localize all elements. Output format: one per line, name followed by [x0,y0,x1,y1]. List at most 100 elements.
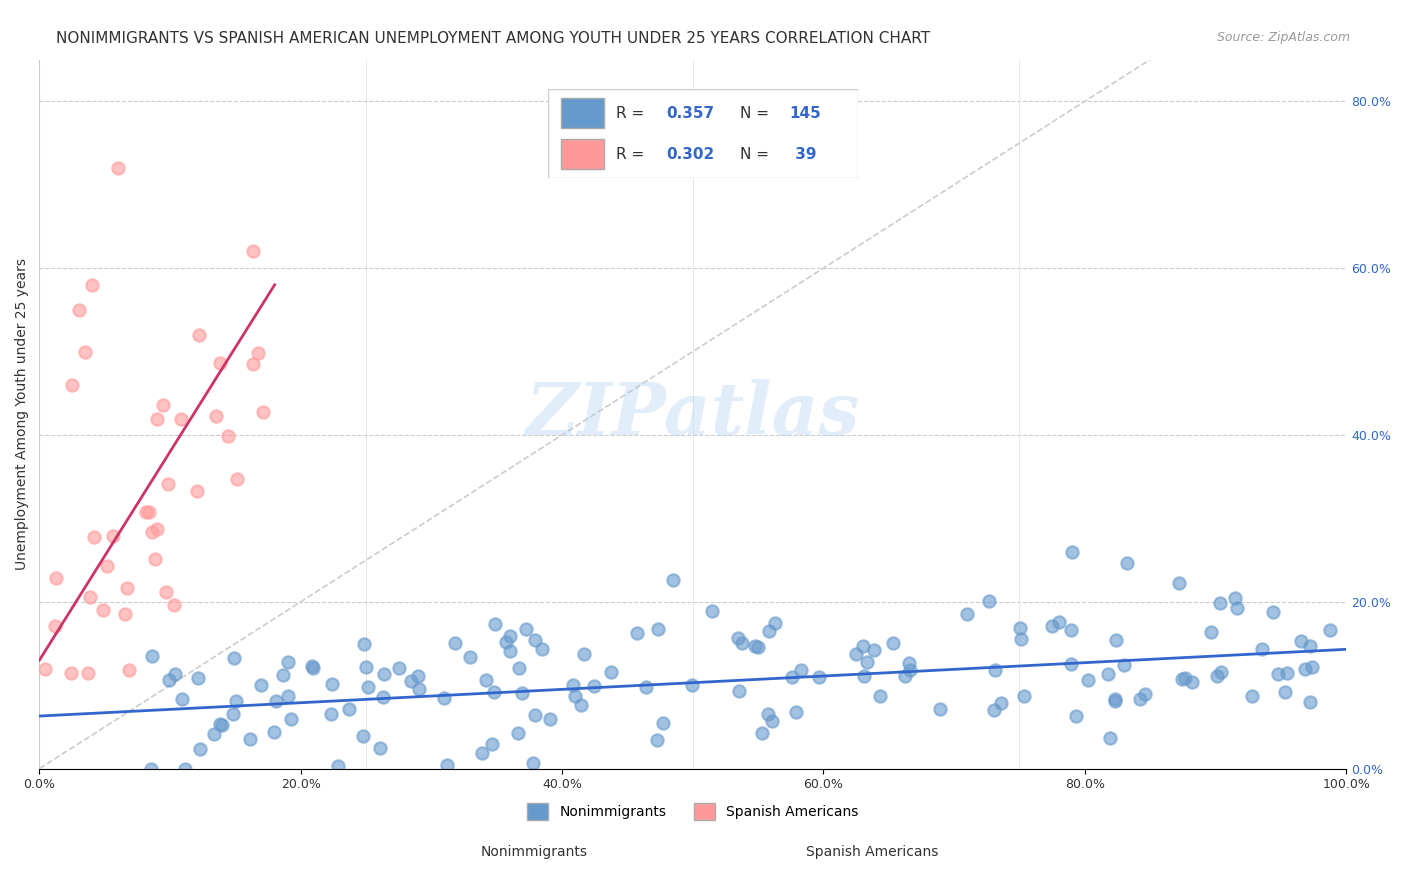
Point [1047,615,1070,630]
Point [569,698,592,712]
Point [373,666,395,681]
Point [499,629,522,643]
Point [728,684,751,698]
Text: 0.302: 0.302 [666,147,714,161]
Point [522,756,544,770]
Point [727,632,749,646]
Text: R =: R = [616,106,650,120]
Point [506,725,529,739]
Point [1060,657,1083,672]
Point [76,666,98,681]
Point [1319,624,1341,638]
Point [574,648,596,662]
Point [1010,621,1032,635]
Point [852,669,875,683]
Text: ZIPatlas: ZIPatlas [526,378,860,450]
Point [163,667,186,681]
Point [1105,633,1128,648]
Point [484,617,506,632]
Point [152,398,174,412]
Point [855,655,877,669]
Point [326,759,349,773]
Point [807,670,830,684]
Point [1133,688,1156,702]
Point [1263,605,1285,619]
Point [1289,633,1312,648]
Point [1294,662,1316,676]
Point [170,412,193,426]
Point [371,690,394,705]
Point [763,615,786,630]
Point [583,679,606,693]
Point [530,642,553,657]
Point [894,669,917,683]
Point [209,356,232,370]
Point [141,648,163,663]
Point [761,714,783,728]
Point [217,429,239,443]
Point [782,670,804,684]
Point [242,244,264,259]
Point [60,378,83,392]
Point [1077,673,1099,688]
Point [433,690,456,705]
Point [662,574,685,588]
Point [458,650,481,665]
Point [141,524,163,539]
Point [337,702,360,716]
Point [225,694,247,708]
Point [444,636,467,650]
Point [863,643,886,657]
Point [242,357,264,371]
Point [1199,625,1222,640]
Point [977,594,1000,608]
Point [170,691,193,706]
Point [600,665,623,679]
Text: Spanish Americans: Spanish Americans [806,845,938,859]
Point [174,762,197,776]
Point [852,639,875,653]
Point [353,637,375,651]
Text: Nonimmigrants: Nonimmigrants [481,845,588,859]
Point [790,663,813,677]
Point [406,669,429,683]
Point [75,344,97,359]
Point [408,682,430,697]
Point [900,663,922,677]
Point [523,707,546,722]
Point [515,622,537,636]
Point [1097,667,1119,681]
Point [80,277,103,292]
FancyBboxPatch shape [561,139,605,169]
Point [146,522,169,536]
Point [785,705,807,719]
Text: 145: 145 [790,106,821,120]
Point [263,724,285,739]
Point [264,694,287,708]
Point [321,677,343,691]
Point [205,409,228,424]
Point [239,732,262,747]
Text: NONIMMIGRANTS VS SPANISH AMERICAN UNEMPLOYMENT AMONG YOUTH UNDER 25 YEARS CORREL: NONIMMIGRANTS VS SPANISH AMERICAN UNEMPL… [56,31,931,46]
Point [45,570,67,584]
Point [1208,596,1230,610]
Point [898,657,921,671]
Point [34,662,56,676]
Point [96,559,118,574]
Point [731,636,754,650]
Point [1181,675,1204,690]
Text: 0.357: 0.357 [666,106,714,120]
Point [352,729,374,743]
Point [135,505,157,519]
Point [1104,692,1126,706]
Point [143,551,166,566]
Point [301,659,323,673]
Point [1223,591,1246,605]
Text: R =: R = [616,147,650,161]
Point [399,674,422,689]
Point [882,635,904,649]
Point [955,607,977,622]
Point [1301,660,1323,674]
Point [495,635,517,649]
Point [758,624,780,638]
